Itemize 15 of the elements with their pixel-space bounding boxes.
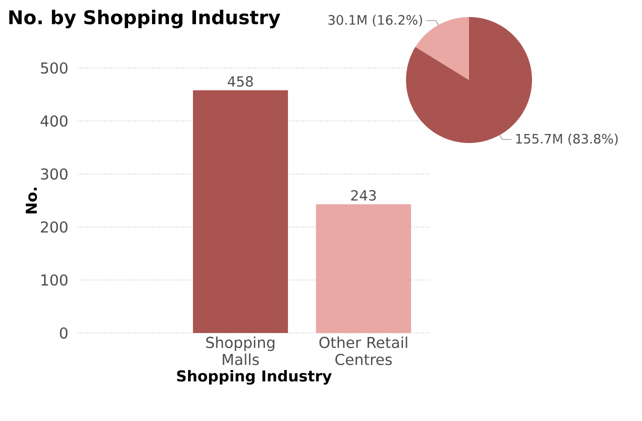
x-axis-title: Shopping Industry <box>177 370 332 385</box>
y-tick-label: 400 <box>40 115 68 127</box>
data-label: 155.7M (83.8%) <box>516 134 618 146</box>
y-tick-label: 300 <box>40 168 68 180</box>
y-tick-label: 0 <box>60 327 68 339</box>
y-tick-label: 500 <box>41 62 68 74</box>
y-axis-title: No. <box>26 188 37 214</box>
x-tick-label: Other Retail Centres <box>319 336 408 366</box>
x-tick-label: Shopping Malls <box>206 336 274 366</box>
data-label: 30.1M (16.2%) <box>328 14 422 26</box>
y-tick-label: 200 <box>40 221 68 233</box>
data-label: 243 <box>351 190 376 201</box>
chart-title: No. by Shopping Industry <box>9 10 280 28</box>
y-tick-label: 100 <box>41 274 68 286</box>
data-label: 458 <box>228 76 253 87</box>
